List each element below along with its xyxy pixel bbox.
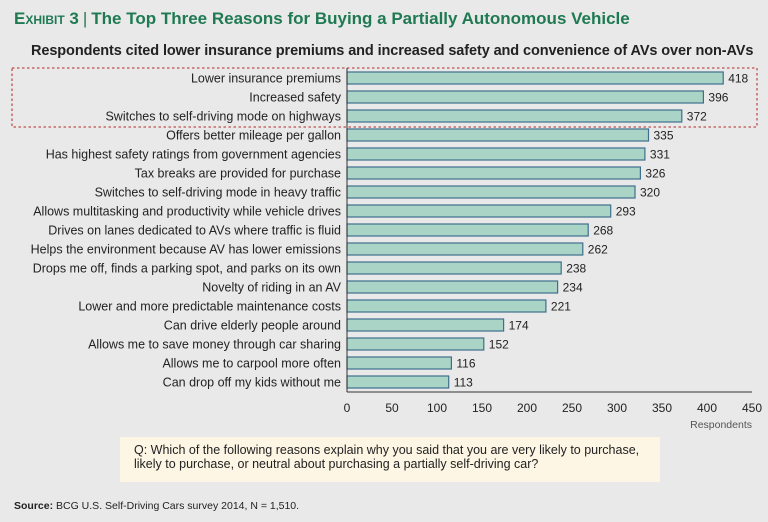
- x-tick-label: 0: [344, 401, 351, 415]
- x-tick-label: 150: [472, 401, 492, 415]
- question-box: Q: Which of the following reasons explai…: [120, 437, 660, 482]
- chart-title: Exhibit 3 | The Top Three Reasons for Buyi…: [14, 9, 630, 29]
- exhibit-label: Exhibit 3: [14, 9, 79, 28]
- title-text: The Top Three Reasons for Buying a Parti…: [91, 9, 630, 28]
- bar: [346, 90, 704, 104]
- category-label: Can drive elderly people around: [164, 319, 341, 333]
- bar-chart: Lower insurance premiums 418 Increased saf…: [11, 67, 762, 431]
- category-label: Lower and more predictable maintenance c…: [78, 300, 341, 314]
- category-label: Switches to self-driving mode in heavy t…: [95, 186, 341, 200]
- x-axis-title: Respondents: [690, 419, 752, 431]
- value-label: 116: [456, 357, 475, 371]
- x-tick-label: 300: [607, 401, 627, 415]
- bar: [346, 166, 641, 180]
- bar: [346, 299, 547, 313]
- value-label: 174: [509, 319, 529, 333]
- value-label: 293: [616, 205, 636, 219]
- x-tick-label: 400: [697, 401, 717, 415]
- value-label: 396: [708, 91, 728, 105]
- bar: [346, 109, 683, 123]
- value-label: 372: [687, 110, 707, 124]
- category-label: Drives on lanes dedicated to AVs where t…: [48, 224, 341, 238]
- value-label: 418: [728, 72, 748, 86]
- value-label: 238: [566, 262, 586, 276]
- x-tick-label: 350: [652, 401, 672, 415]
- category-label: Has highest safety ratings from governme…: [46, 148, 341, 162]
- x-tick-label: 200: [517, 401, 537, 415]
- bar: [346, 280, 559, 294]
- bar: [346, 128, 650, 142]
- bar: [346, 204, 612, 218]
- bar: [346, 223, 589, 237]
- title-divider: |: [82, 9, 88, 28]
- category-label: Novelty of riding in an AV: [202, 281, 341, 295]
- category-label: Allows multitasking and productivity whi…: [33, 205, 341, 219]
- category-label: Allows me to carpool more often: [162, 357, 341, 371]
- chart-subtitle: Respondents cited lower insurance premiu…: [31, 43, 754, 59]
- category-label: Drops me off, finds a parking spot, and …: [33, 262, 341, 276]
- value-label: 326: [645, 167, 665, 181]
- category-label: Allows me to save money through car shar…: [88, 338, 341, 352]
- x-tick-label: 50: [385, 401, 399, 415]
- category-label: Can drop off my kids without me: [163, 376, 341, 390]
- value-label: 234: [563, 281, 583, 295]
- source-note: Source: BCG U.S. Self-Driving Cars surve…: [14, 500, 299, 512]
- bar: [346, 337, 485, 351]
- category-label: Offers better mileage per gallon: [166, 129, 341, 143]
- source-label: Source:: [14, 500, 54, 512]
- category-label: Increased safety: [249, 91, 341, 105]
- category-label: Lower insurance premiums: [191, 72, 341, 86]
- x-tick-label: 250: [562, 401, 582, 415]
- bar: [346, 71, 724, 85]
- value-label: 221: [551, 300, 571, 314]
- value-label: 331: [650, 148, 670, 162]
- x-tick-label: 100: [427, 401, 447, 415]
- bar: [346, 185, 636, 199]
- bar: [346, 261, 562, 275]
- value-label: 268: [593, 224, 613, 238]
- category-label: Switches to self-driving mode on highway…: [105, 110, 341, 124]
- value-label: 320: [640, 186, 660, 200]
- bar: [346, 318, 505, 332]
- bar: [346, 375, 450, 389]
- category-label: Tax breaks are provided for purchase: [135, 167, 341, 181]
- value-label: 113: [454, 376, 473, 390]
- value-label: 152: [489, 338, 509, 352]
- value-label: 335: [654, 129, 674, 143]
- bar: [346, 147, 646, 161]
- x-tick-label: 450: [742, 401, 762, 415]
- category-label: Helps the environment because AV has low…: [31, 243, 341, 257]
- bar: [346, 242, 584, 256]
- source-text: BCG U.S. Self-Driving Cars survey 2014, …: [56, 500, 300, 512]
- value-label: 262: [588, 243, 608, 257]
- highlight-box: [11, 67, 758, 128]
- bar: [346, 356, 453, 370]
